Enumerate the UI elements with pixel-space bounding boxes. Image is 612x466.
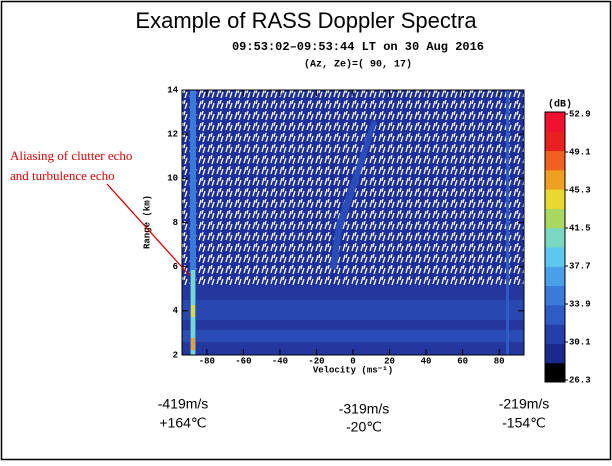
x-tick-label: 40 (421, 356, 432, 366)
annotation: Aliasing of clutter echo (10, 148, 132, 163)
colorbar-segment (545, 343, 565, 364)
y-tick-label: 2 (173, 350, 178, 360)
y-tick-label: 6 (173, 262, 178, 272)
temperature-note: -154℃ (502, 415, 546, 431)
colorbar-segment (545, 247, 565, 267)
colorbar-segment (545, 285, 565, 306)
slide-title: Example of RASS Doppler Spectra (135, 8, 477, 33)
colorbar-tick-label: 26.3 (569, 375, 591, 385)
y-tick-label: 10 (167, 174, 178, 184)
colorbar-tick-label: 45.3 (569, 185, 591, 195)
colorbar-segment (545, 304, 565, 325)
colorbar-segment (545, 227, 565, 248)
colorbar-segment (545, 150, 565, 171)
y-tick-label: 14 (167, 85, 178, 95)
x-tick-label: 0 (350, 356, 355, 366)
y-tick-label: 12 (167, 130, 178, 140)
colorbar-segment (545, 169, 565, 190)
velocity-note: -319m/s (339, 401, 390, 417)
y-tick-label: 8 (173, 218, 178, 228)
x-tick-label: 20 (384, 356, 395, 366)
colorbar-segment (545, 266, 565, 287)
colorbar-tick-label: 30.1 (569, 337, 591, 347)
colorbar-segment (545, 208, 565, 229)
x-tick-label: -40 (272, 356, 288, 366)
x-tick-label: -60 (235, 356, 251, 366)
x-tick-label: -20 (308, 356, 324, 366)
colorbar-segment (545, 362, 565, 383)
colorbar-tick-label: 49.1 (569, 147, 591, 157)
chart-title: 09:53:02–09:53:44 LT on 30 Aug 2016 (232, 40, 484, 54)
x-tick-label: 60 (457, 356, 468, 366)
velocity-note: -419m/s (158, 396, 209, 412)
colorbar-tick-label: 41.5 (569, 223, 591, 233)
colorbar-segment (545, 131, 565, 152)
temperature-note: +164℃ (159, 415, 206, 431)
annotation-arrow (106, 183, 191, 277)
colorbar-segment (545, 189, 565, 209)
y-tick-label: 4 (173, 306, 179, 316)
colorbar-segment (545, 112, 565, 132)
x-tick-label: -80 (199, 356, 215, 366)
chart-subtitle: (Az, Ze)=( 90, 17) (304, 59, 412, 71)
colorbar-segment (545, 324, 565, 344)
annotation: and turbulence echo (10, 168, 115, 183)
y-axis-label: Range (km) (142, 195, 152, 249)
x-axis-label: Velocity (ms⁻¹) (313, 365, 393, 375)
colorbar-tick-label: 33.9 (569, 299, 591, 309)
colorbar-frame (544, 111, 566, 383)
spectrum-image (182, 90, 524, 355)
colorbar-tick-label: 37.7 (569, 261, 591, 271)
x-tick-label: 80 (494, 356, 505, 366)
temperature-note: -20℃ (346, 419, 382, 435)
velocity-note: -219m/s (499, 396, 550, 412)
colorbar-tick-label: 52.9 (569, 109, 591, 119)
colorbar-label: (dB) (548, 99, 572, 111)
